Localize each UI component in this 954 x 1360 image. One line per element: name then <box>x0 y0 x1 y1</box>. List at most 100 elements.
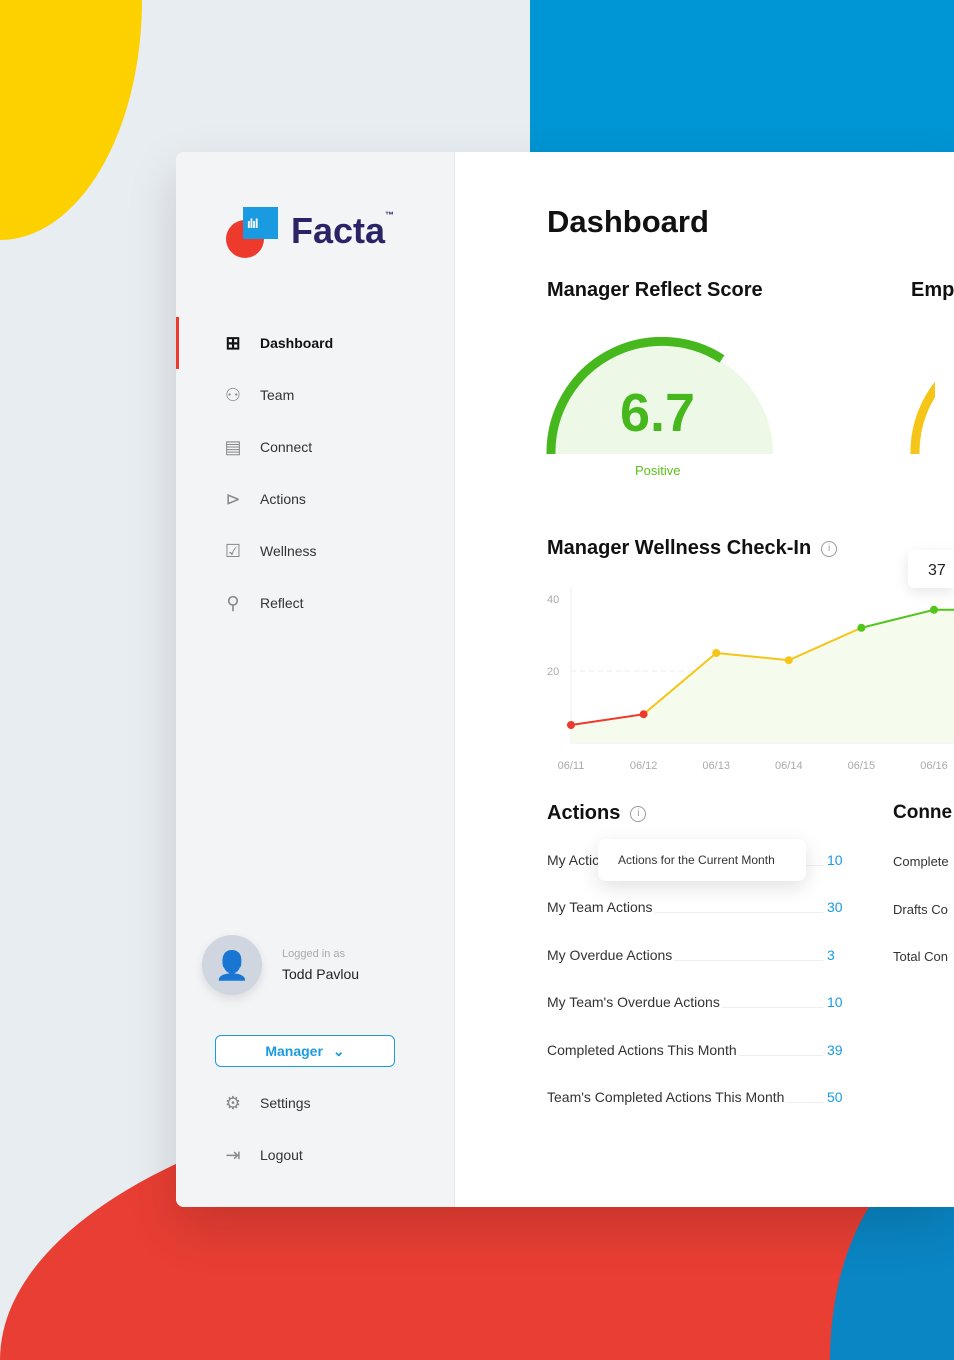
brand-tm: ™ <box>385 210 395 220</box>
logo-bars-icon: ılıl <box>247 216 258 231</box>
row-divider <box>786 1102 823 1103</box>
sidebar-item-label: Connect <box>260 439 313 455</box>
action-row[interactable]: My Overdue Actions 3 <box>547 947 845 963</box>
role-label: Manager <box>265 1043 323 1059</box>
actions-tooltip: Actions for the Current Month <box>598 839 806 881</box>
sidebar: ılıl Facta™ ⊞ Dashboard ⚇ Team ▤ Connect ⊳ A… <box>176 152 455 1207</box>
connect-row: Drafts Co <box>893 902 948 917</box>
line-segment <box>861 608 935 629</box>
action-row[interactable]: My Team Actions 30 <box>547 899 845 915</box>
actions-title: Actions i <box>547 802 647 825</box>
connect-row: Complete <box>893 854 949 869</box>
avatar[interactable]: 👤 <box>202 935 262 995</box>
sidebar-item-label: Team <box>260 387 295 403</box>
line-segment <box>716 652 789 662</box>
data-point <box>567 721 575 729</box>
user-check-icon: ⚲ <box>226 592 240 613</box>
sidebar-item-wellness[interactable]: ☑ Wellness <box>176 525 455 577</box>
connect-row: Total Con <box>893 949 948 964</box>
x-tick-label: 06/16 <box>920 760 948 772</box>
sidebar-item-connect[interactable]: ▤ Connect <box>176 421 455 473</box>
sidebar-item-reflect[interactable]: ⚲ Reflect <box>176 577 455 629</box>
chevron-down-icon: ⌄ <box>332 1042 345 1059</box>
action-value: 3 <box>827 946 835 963</box>
line-segment <box>570 713 644 726</box>
gauge-arc <box>546 337 725 455</box>
action-row[interactable]: Team's Completed Actions This Month 50 <box>547 1089 845 1105</box>
main-content: Dashboard Manager Reflect Score Emp 6.7 … <box>455 152 954 1207</box>
role-dropdown[interactable]: Manager ⌄ <box>215 1035 395 1067</box>
connect-title: Conne <box>893 802 953 823</box>
actions-title-text: Actions <box>547 802 621 824</box>
play-circle-icon: ⊳ <box>225 488 241 509</box>
x-tick-label: 06/13 <box>702 760 730 772</box>
sidebar-item-label: Reflect <box>260 595 304 611</box>
grid-icon: ⊞ <box>225 332 241 353</box>
y-tick-label: 20 <box>547 666 559 678</box>
page-title: Dashboard <box>547 204 709 239</box>
document-icon: ▤ <box>224 436 242 457</box>
line-segment <box>642 652 717 715</box>
info-icon[interactable]: i <box>821 540 838 557</box>
action-label: Completed Actions This Month <box>547 1041 737 1058</box>
action-value: 10 <box>827 994 843 1011</box>
logo-text: Facta™ <box>291 210 394 252</box>
row-divider <box>721 1007 823 1009</box>
sidebar-item-team[interactable]: ⚇ Team <box>176 369 455 421</box>
reflect-gauge <box>546 337 773 455</box>
logged-in-label: Logged in as <box>282 948 345 960</box>
brand-name: Facta <box>291 210 386 251</box>
bg-yellow-shape <box>0 0 142 240</box>
action-row[interactable]: Completed Actions This Month 39 <box>547 1042 845 1058</box>
row-divider <box>654 912 823 914</box>
sidebar-item-dashboard[interactable]: ⊞ Dashboard <box>176 317 455 369</box>
gauge-bg <box>555 345 773 454</box>
data-point <box>857 623 866 632</box>
reflect-score-label: Positive <box>635 463 681 478</box>
team-icon: ⚇ <box>224 384 242 405</box>
wellness-chart: 20 40 06/11 06/12 06/13 06/14 06/15 06/16 <box>547 588 954 772</box>
sidebar-item-label: Actions <box>260 491 306 507</box>
employee-score-title: Emp <box>911 279 954 301</box>
data-point <box>712 649 721 657</box>
x-tick-label: 06/15 <box>848 760 876 772</box>
sidebar-item-logout[interactable]: ⇥ Logout <box>176 1129 455 1181</box>
action-row[interactable]: My Team's Overdue Actions 10 <box>547 994 845 1010</box>
wellness-title: Manager Wellness Check-In i <box>547 537 838 560</box>
wellness-title-text: Manager Wellness Check-In <box>547 537 812 559</box>
action-value: 30 <box>827 899 843 916</box>
info-icon[interactable]: i <box>630 805 647 822</box>
user-name: Todd Pavlou <box>282 966 360 982</box>
line-segment <box>788 626 862 662</box>
sidebar-item-label: Wellness <box>260 543 317 559</box>
row-divider <box>674 959 823 961</box>
data-point <box>784 656 793 665</box>
employee-gauge-arc <box>910 381 935 455</box>
action-value: 39 <box>827 1041 843 1058</box>
sidebar-item-label: Dashboard <box>260 335 334 351</box>
reflect-score-title: Manager Reflect Score <box>547 279 763 301</box>
row-divider <box>738 1054 823 1056</box>
user-info: 👤 Logged in as Todd Pavlou <box>202 935 359 995</box>
action-label: My Actic <box>547 852 600 868</box>
gear-icon: ⚙ <box>224 1092 242 1113</box>
action-value: 10 <box>827 852 843 868</box>
sidebar-item-actions[interactable]: ⊳ Actions <box>176 473 455 525</box>
sidebar-item-settings[interactable]: ⚙ Settings <box>176 1077 455 1129</box>
x-tick-label: 06/12 <box>630 760 658 772</box>
sidebar-item-label: Settings <box>260 1095 311 1111</box>
data-point <box>639 710 648 719</box>
area-fill <box>571 609 954 743</box>
action-label: My Overdue Actions <box>547 946 673 963</box>
action-label: My Team's Overdue Actions <box>547 994 720 1011</box>
logout-icon: ⇥ <box>225 1144 241 1165</box>
action-label: My Team Actions <box>547 899 653 916</box>
logo-square <box>243 207 278 239</box>
x-tick-label: 06/14 <box>775 760 803 772</box>
checkbox-icon: ☑ <box>224 540 242 561</box>
data-point <box>930 605 938 614</box>
logo[interactable]: ılıl Facta™ <box>226 204 416 264</box>
sidebar-bottom-nav: ⚙ Settings ⇥ Logout <box>176 1077 455 1181</box>
y-tick-label: 40 <box>547 594 559 606</box>
action-value: 50 <box>827 1089 843 1105</box>
